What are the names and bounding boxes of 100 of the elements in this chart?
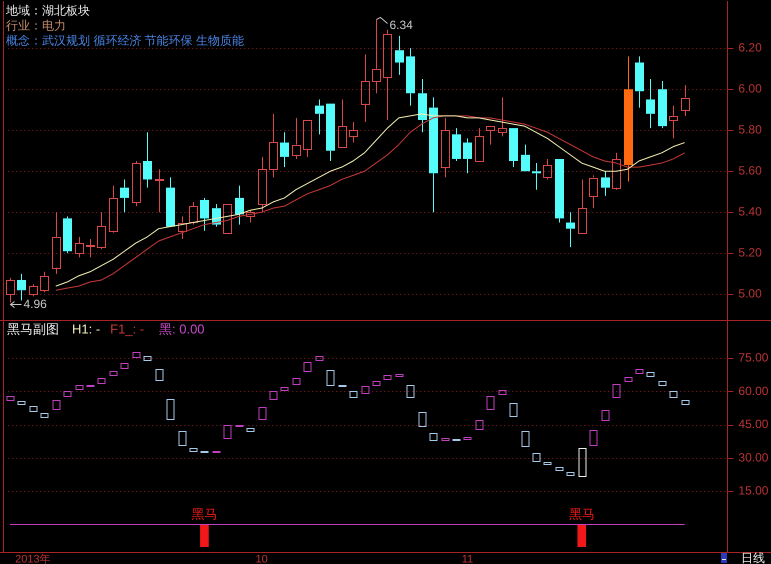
y-tick-label: 6.20 <box>738 40 762 54</box>
candlestick <box>510 403 518 417</box>
candlestick <box>178 431 186 446</box>
candlestick <box>178 216 187 240</box>
candlestick <box>521 144 530 172</box>
candlestick <box>635 56 644 108</box>
candlestick <box>304 362 312 372</box>
candlestick <box>396 374 404 377</box>
annotation: 6.34 <box>390 18 414 32</box>
candlestick <box>430 433 438 441</box>
candlestick <box>64 391 72 397</box>
candlestick <box>601 170 610 196</box>
candlestick <box>442 438 450 441</box>
candlestick <box>590 430 598 446</box>
candlestick <box>30 406 38 412</box>
y-tick-label: 6.00 <box>738 82 762 96</box>
candlestick <box>109 185 118 234</box>
candlestick <box>384 375 392 380</box>
candlestick <box>223 204 232 234</box>
candlestick <box>235 185 244 226</box>
candlestick <box>326 370 334 386</box>
candlestick <box>246 428 254 432</box>
data-label: 黑马 <box>191 506 218 522</box>
candlestick <box>270 391 278 400</box>
candlestick <box>280 387 288 391</box>
candlestick <box>349 122 358 144</box>
candlestick <box>636 369 644 374</box>
x-tick-label: 2013年 <box>15 554 51 564</box>
y-tick-label: 15.00 <box>738 484 769 498</box>
candlestick <box>166 399 174 420</box>
candlestick <box>6 396 14 401</box>
candlestick <box>669 105 678 139</box>
candlestick <box>532 162 541 190</box>
candlestick <box>658 381 666 386</box>
annotation: 概念：武汉规划 循环经济 节能环保 生物质能 <box>6 33 244 48</box>
candlestick <box>6 277 15 304</box>
candlestick <box>418 78 427 133</box>
y-tick-label: 75.00 <box>738 350 769 365</box>
candlestick <box>17 273 26 301</box>
candlestick <box>544 462 552 465</box>
candlestick <box>52 400 60 410</box>
candlestick <box>406 48 415 106</box>
candlestick <box>429 96 438 213</box>
candlestick <box>522 431 530 447</box>
candlestick <box>190 448 198 452</box>
annotation: 地域：湖北板块 <box>5 3 90 18</box>
candlestick <box>681 84 690 116</box>
candlestick <box>372 381 380 386</box>
candlestick <box>269 113 278 178</box>
candlestick <box>556 467 564 471</box>
candlestick <box>224 425 232 439</box>
candlestick <box>486 396 494 410</box>
chart-title: 黑马副图 <box>7 322 59 337</box>
candlestick <box>395 35 404 76</box>
candlestick <box>498 390 506 395</box>
x-tick-label: 10 <box>255 554 268 564</box>
candlestick <box>258 407 266 420</box>
candlestick <box>144 356 152 361</box>
y-tick-label: 45.00 <box>738 417 769 432</box>
candlestick <box>476 420 484 430</box>
candlestick <box>316 356 324 361</box>
candlestick <box>566 212 575 248</box>
candlestick <box>303 120 312 158</box>
candlestick <box>452 128 461 162</box>
y-tick-label: 5.00 <box>738 286 762 301</box>
candlestick <box>98 378 106 384</box>
candlestick <box>292 117 301 160</box>
candlestick <box>75 236 84 258</box>
candlestick <box>156 369 164 381</box>
candlestick <box>418 412 426 427</box>
candlestick <box>532 453 540 462</box>
candlestick <box>315 98 324 135</box>
candlestick <box>475 128 484 162</box>
candlestick <box>40 413 48 418</box>
candlestick <box>406 385 414 398</box>
annotation: 黑: 0.00 <box>159 322 205 337</box>
candlestick <box>589 174 598 209</box>
candlestick <box>543 158 552 180</box>
candlestick <box>361 54 370 123</box>
data-label: 黑马 <box>568 506 595 522</box>
candlestick <box>362 386 370 394</box>
candlestick <box>76 385 84 390</box>
candlestick <box>258 156 267 213</box>
candlestick <box>498 96 507 137</box>
candlestick <box>110 371 118 376</box>
candlestick <box>338 98 347 148</box>
text: 日线 <box>741 550 765 564</box>
candlestick <box>97 212 106 250</box>
candlestick <box>383 29 392 120</box>
candlestick <box>578 448 586 477</box>
candlestick <box>464 437 472 440</box>
candlestick <box>670 391 678 398</box>
candlestick <box>555 158 564 224</box>
candlestick <box>350 391 358 398</box>
candlestick <box>326 104 335 162</box>
candlestick <box>509 128 518 168</box>
candlestick <box>280 132 289 168</box>
candlestick <box>602 410 610 421</box>
annotation: 行业：电力 <box>6 18 66 32</box>
candlestick <box>372 18 381 94</box>
